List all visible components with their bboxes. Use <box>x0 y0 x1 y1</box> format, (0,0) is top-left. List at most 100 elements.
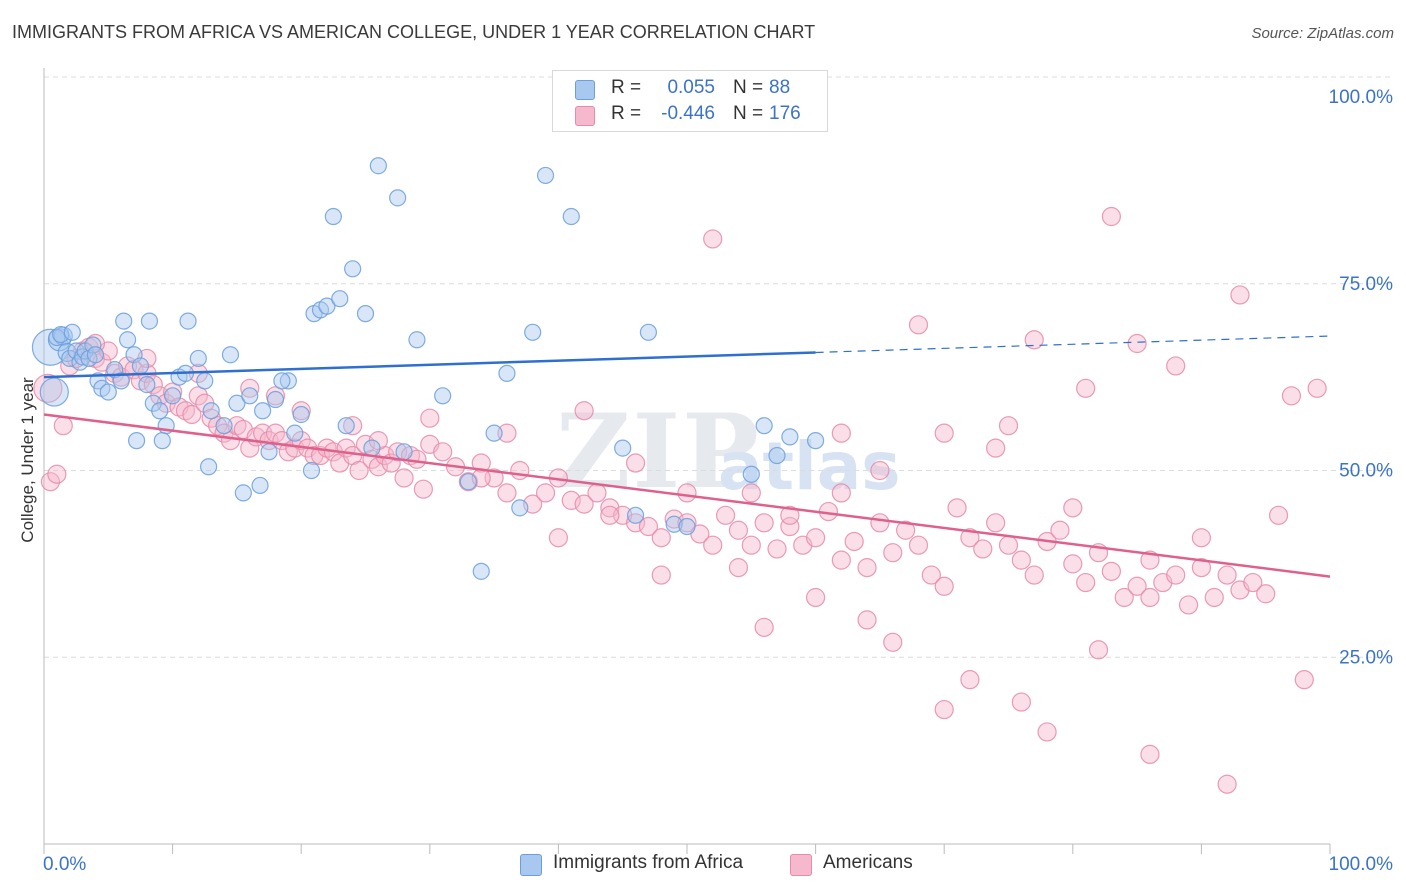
y-axis-title: College, Under 1 year <box>18 377 37 543</box>
y-tick-label: 75.0% <box>1339 274 1393 295</box>
americans-point <box>1076 572 1096 593</box>
africa-point <box>138 375 156 394</box>
americans-point <box>265 386 286 406</box>
americans-point <box>908 535 929 555</box>
x-tick-label-min: 0.0% <box>43 854 86 875</box>
americans-point <box>1140 744 1160 764</box>
africa-point <box>215 417 233 435</box>
americans-point <box>754 617 774 637</box>
africa-point <box>63 323 81 341</box>
americans-point <box>1281 386 1302 406</box>
americans-point <box>870 460 890 481</box>
africa-point <box>524 323 542 341</box>
americans-point <box>934 576 954 596</box>
africa-point <box>286 424 304 442</box>
chart-title: IMMIGRANTS FROM AFRICA VS AMERICAN COLLE… <box>12 22 816 42</box>
americans-point <box>1307 378 1327 398</box>
y-tick-label: 100.0% <box>1329 87 1394 108</box>
americans-point <box>844 531 864 552</box>
africa-point <box>363 439 381 457</box>
americans-point <box>998 416 1019 436</box>
americans-point <box>53 416 73 436</box>
americans-point <box>857 558 877 578</box>
legend-r-label: R = <box>611 103 642 124</box>
americans-point <box>857 610 877 630</box>
americans-point <box>510 460 530 481</box>
americans-point <box>1256 584 1276 604</box>
legend-r-label: R = <box>611 77 642 98</box>
americans-point <box>47 464 67 484</box>
americans-point <box>1294 670 1314 690</box>
americans-point <box>703 229 723 249</box>
americans-point <box>728 520 749 540</box>
africa-point <box>806 432 825 450</box>
americans-point <box>1127 576 1147 596</box>
tick-labels: 25.0% 50.0% 75.0% 100.0% 0.0% 100.0% College, … <box>18 87 1393 875</box>
africa-point <box>742 465 760 483</box>
americans-point <box>388 442 408 462</box>
americans-point <box>413 479 433 499</box>
africa-point <box>164 387 182 405</box>
americans-point <box>240 438 260 458</box>
correlation-legend: R = 0.055 N = 88 R = -0.446 N = 176 <box>552 70 828 132</box>
americans-point <box>420 408 440 428</box>
americans-point <box>934 423 954 443</box>
africa-point <box>131 357 150 375</box>
americans-point <box>651 565 671 585</box>
africa-point <box>202 402 220 420</box>
americans-point <box>767 539 787 559</box>
americans-point <box>921 565 941 585</box>
legend-r-value: -0.446 <box>661 103 715 124</box>
americans-point <box>1076 378 1096 398</box>
americans-point <box>741 483 761 503</box>
africa-point <box>179 312 197 330</box>
africa-point <box>639 323 658 341</box>
americans-point <box>728 558 749 578</box>
americans-point <box>998 535 1019 555</box>
americans-point <box>497 483 517 503</box>
africa-point <box>260 443 278 461</box>
americans-point <box>1230 285 1250 305</box>
americans-point <box>1037 722 1057 742</box>
axes <box>43 68 1331 854</box>
y-tick-label: 50.0% <box>1339 461 1393 482</box>
africa-point <box>324 207 342 226</box>
africa-point <box>781 428 799 446</box>
americans-point <box>1243 572 1263 593</box>
americans-point <box>960 670 980 690</box>
americans-point <box>715 505 736 525</box>
source-label: Source: ZipAtlas.com <box>1251 25 1394 42</box>
americans-point <box>651 528 671 548</box>
africa-point <box>115 312 133 330</box>
americans-point <box>1217 565 1237 585</box>
africa-point <box>369 157 387 175</box>
africa-point <box>472 562 490 580</box>
americans-point <box>1191 558 1212 578</box>
americans-point <box>1011 692 1031 712</box>
americans-point <box>960 528 980 548</box>
africa-point <box>151 402 169 420</box>
americans-point <box>548 528 569 548</box>
americans-point <box>947 498 967 518</box>
africa-point <box>99 383 117 401</box>
americans-point <box>1166 565 1186 585</box>
americans-point <box>349 460 369 481</box>
legend-r-value: 0.055 <box>667 77 715 98</box>
africa-point <box>395 443 413 461</box>
africa-point <box>498 364 516 382</box>
africa-point <box>228 394 246 412</box>
americans-point <box>1024 330 1044 350</box>
africa-point <box>356 305 375 323</box>
africa-point <box>292 405 310 424</box>
africa-point <box>67 342 85 360</box>
americans-point <box>1127 333 1147 354</box>
americans-point <box>1050 520 1070 540</box>
americans-point <box>831 423 851 443</box>
americans-point <box>883 632 903 652</box>
americans-point <box>677 513 697 533</box>
legend-n-value: 88 <box>769 77 791 98</box>
americans-point <box>497 423 517 443</box>
africa-point <box>562 207 580 226</box>
americans-point <box>677 483 697 503</box>
americans-point <box>973 539 993 559</box>
